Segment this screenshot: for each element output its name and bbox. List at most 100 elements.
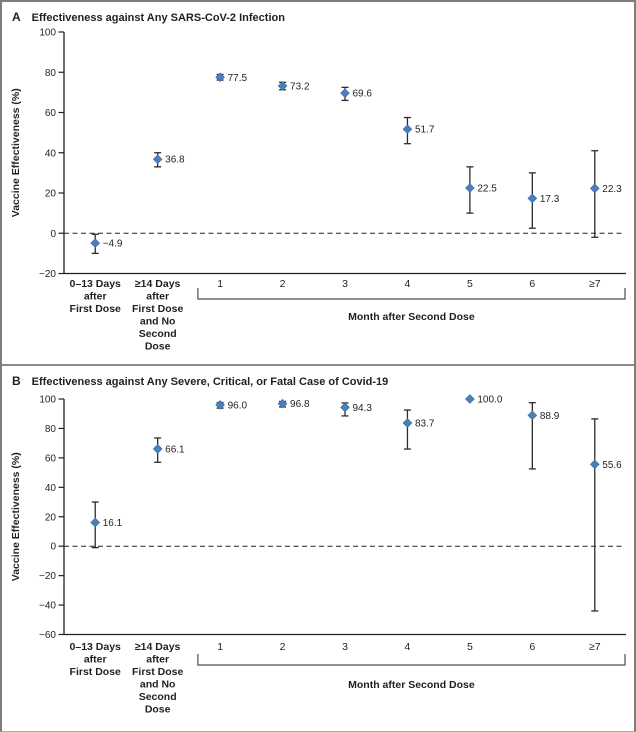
y-tick-label: 40 — [45, 483, 57, 494]
data-point-marker — [465, 183, 475, 193]
y-tick-label: −20 — [39, 571, 56, 582]
x-category-label: and No — [140, 679, 176, 691]
y-tick-label: 20 — [45, 189, 57, 200]
y-tick-label: 100 — [39, 395, 56, 406]
x-category-label: 4 — [405, 278, 411, 290]
y-tick-label: 60 — [45, 453, 57, 464]
x-category-label: and No — [140, 316, 176, 328]
x-category-label: 6 — [529, 278, 535, 290]
data-point-marker — [152, 154, 163, 165]
y-tick-label: 0 — [50, 542, 56, 553]
x-category-label: First Dose — [132, 666, 184, 678]
x-category-label: ≥7 — [589, 278, 601, 290]
panel-b-chart: 100 80 60 40 20 0 −20 −40 −60 Vaccine Effectivene… — [10, 394, 626, 716]
x-category-label: First Dose — [70, 303, 122, 315]
y-tick-label: 40 — [45, 148, 57, 159]
data-point-label: 16.1 — [103, 518, 123, 529]
x-category-label: ≥14 Days — [135, 278, 181, 290]
x-category-label: 3 — [342, 641, 348, 653]
x-category-label: 4 — [405, 641, 411, 653]
data-point-marker — [215, 400, 225, 410]
data-point-marker — [152, 444, 163, 454]
month-axis-label: Month after Second Dose — [348, 311, 475, 323]
x-category-label: Second — [139, 328, 177, 340]
data-point-label: 22.3 — [602, 184, 622, 195]
y-tick-label: −40 — [39, 601, 56, 612]
data-point-label: 88.9 — [540, 411, 560, 422]
panel-a-chart: 100 80 60 40 20 0 −20 Vaccine Effectiveness (%)… — [10, 28, 626, 353]
data-point-marker — [527, 193, 538, 204]
data-point-label: 17.3 — [540, 194, 560, 205]
x-category-label: 2 — [280, 641, 286, 653]
panel-b-header: B Effectiveness against Any Severe, Criti… — [12, 372, 388, 390]
data-point-label: −4.9 — [103, 239, 123, 250]
y-tick-label: 100 — [39, 28, 56, 39]
data-point-marker — [277, 398, 288, 409]
x-category-label: 2 — [280, 278, 286, 290]
x-category-label: after — [146, 291, 169, 303]
x-category-label: after — [84, 654, 107, 666]
data-point-marker — [527, 410, 538, 421]
y-tick-label: 80 — [45, 424, 57, 435]
panel-b-title: Effectiveness against Any Severe, Critic… — [31, 376, 389, 388]
data-point-marker — [90, 238, 101, 248]
y-tick-label: 20 — [45, 512, 57, 523]
y-tick-label: 0 — [50, 229, 56, 240]
x-category-label: 5 — [467, 278, 473, 290]
panel-a-header: A Effectiveness against Any SARS-CoV-2 In… — [12, 8, 285, 26]
y-tick-label: 60 — [45, 108, 57, 119]
data-point-label: 51.7 — [415, 125, 435, 136]
data-point-label: 36.8 — [165, 155, 185, 166]
x-category-label: after — [146, 654, 169, 666]
data-point-label: 83.7 — [415, 418, 435, 429]
x-category-label: 0–13 Days — [70, 641, 122, 653]
x-category-label: 5 — [467, 641, 473, 653]
x-category-label: First Dose — [132, 303, 184, 315]
data-point-marker — [215, 72, 225, 83]
data-point-marker — [402, 418, 413, 428]
y-axis-title: Vaccine Effectiveness (%) — [10, 88, 22, 217]
data-point-label: 55.6 — [602, 460, 622, 471]
data-point-label: 94.3 — [353, 403, 373, 414]
y-axis-title: Vaccine Effectiveness (%) — [10, 452, 22, 581]
data-point-marker — [465, 394, 475, 404]
data-point-marker — [277, 81, 288, 91]
x-category-label: Dose — [145, 341, 171, 353]
panel-divider — [2, 364, 634, 366]
month-axis-label: Month after Second Dose — [348, 679, 475, 691]
data-point-marker — [340, 88, 350, 99]
x-category-label: ≥7 — [589, 641, 601, 653]
data-point-marker — [402, 124, 413, 135]
panel-a-letter: A — [12, 10, 21, 24]
x-category-label: after — [84, 291, 107, 303]
data-point-marker — [340, 402, 350, 413]
x-category-label: First Dose — [70, 666, 122, 678]
x-category-label: ≥14 Days — [135, 641, 181, 653]
data-point-marker — [589, 183, 600, 194]
data-point-label: 66.1 — [165, 444, 185, 455]
x-category-label: 1 — [217, 278, 223, 290]
x-category-label: 0–13 Days — [70, 278, 122, 290]
data-point-label: 77.5 — [228, 73, 248, 84]
x-category-label: Dose — [145, 704, 171, 716]
data-point-label: 73.2 — [290, 81, 310, 92]
data-point-label: 100.0 — [477, 395, 502, 406]
data-point-label: 96.8 — [290, 399, 310, 410]
data-point-label: 22.5 — [477, 183, 497, 194]
y-tick-label: −20 — [39, 269, 56, 280]
data-point-label: 96.0 — [228, 400, 248, 411]
y-tick-label: 80 — [45, 68, 57, 79]
data-point-label: 69.6 — [353, 89, 373, 100]
data-point-marker — [589, 459, 600, 470]
panel-b-letter: B — [12, 374, 21, 388]
panel-a-title: Effectiveness against Any SARS-CoV-2 Inf… — [31, 12, 285, 24]
x-category-label: 1 — [217, 641, 223, 653]
month-bracket — [197, 654, 626, 666]
month-bracket — [197, 288, 626, 300]
x-category-label: Second — [139, 691, 177, 703]
x-category-label: 3 — [342, 278, 348, 290]
data-point-marker — [90, 517, 101, 528]
y-tick-label: −60 — [39, 630, 56, 641]
x-category-label: 6 — [529, 641, 535, 653]
